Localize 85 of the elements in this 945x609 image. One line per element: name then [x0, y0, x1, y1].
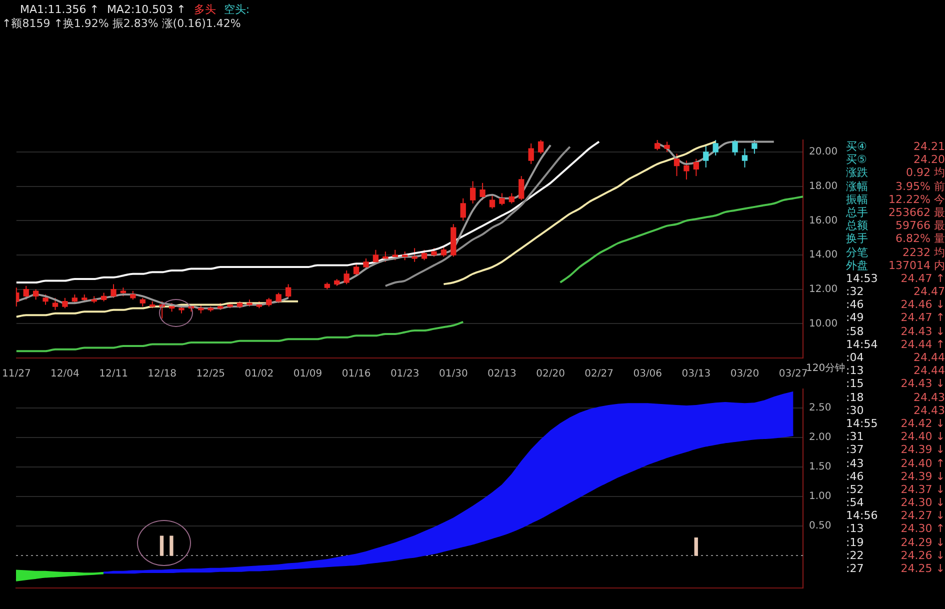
y-tick-label: 2.50 — [809, 402, 832, 414]
candlestick — [489, 194, 496, 210]
text: :58 24.43 ↓ — [846, 324, 945, 338]
text: 振幅 12.22% 今 — [846, 192, 945, 206]
y-tick-label: 2.00 — [809, 432, 832, 444]
text: :15 24.43 ↓ — [846, 377, 945, 390]
text: 总手 253662 最 — [846, 206, 945, 219]
text: 买⑤ 24.20 — [846, 153, 945, 166]
text: 总额 59766 最 — [846, 219, 945, 232]
text: 买④ 24.21 — [846, 140, 945, 153]
text: 14:54 24.44 ↑ — [846, 338, 945, 351]
candlestick — [344, 270, 350, 285]
candlestick — [412, 248, 418, 262]
candlestick — [693, 158, 700, 177]
candlestick — [654, 140, 660, 151]
text: 分笔 2232 均 — [846, 246, 945, 258]
candlestick — [684, 160, 690, 180]
text: :13 24.44 — [846, 364, 945, 378]
text: 14:55 24.42 ↓ — [846, 416, 945, 430]
candlestick — [33, 288, 39, 300]
candlestick — [703, 144, 709, 168]
text: ↑额8159 ↑换1.92% 振2.83% 涨(0.16)1.42% — [2, 17, 241, 30]
line-series — [384, 146, 571, 287]
text: :31 24.40 ↓ — [846, 430, 945, 444]
candlestick — [674, 153, 680, 177]
candlestick — [23, 285, 29, 300]
candlestick — [480, 182, 486, 201]
y-tick-label: 18.00 — [809, 180, 838, 192]
text: 空头: — [224, 3, 250, 16]
text: :32 24.47 — [846, 285, 945, 298]
text: :04 24.44 — [846, 351, 945, 364]
candlestick — [508, 192, 514, 204]
text: :19 24.29 ↓ — [846, 536, 945, 549]
y-tick-label: 0.50 — [809, 520, 832, 532]
text: 14:53 24.47 ↑ — [846, 272, 945, 285]
candlestick — [712, 140, 718, 156]
text: 涨幅 3.95% 前 — [846, 180, 945, 193]
candlestick — [742, 148, 748, 168]
candlestick — [528, 142, 534, 165]
candlestick — [353, 263, 360, 276]
y-tick-label: 1.50 — [809, 462, 832, 473]
candlestick — [470, 180, 476, 204]
text: :54 24.30 ↓ — [846, 496, 945, 510]
candlestick — [285, 284, 292, 298]
candlestick — [52, 297, 58, 310]
candlestick — [440, 246, 447, 258]
text: MA2:10.503 ↑ — [106, 3, 186, 16]
text: :27 24.25 ↓ — [846, 562, 945, 575]
candlestick — [752, 140, 758, 154]
candlestick — [538, 140, 544, 154]
candlestick — [518, 176, 524, 201]
text: 换手 6.82% 量 — [846, 232, 945, 246]
text: :46 24.46 ↓ — [846, 298, 945, 312]
candlestick — [42, 294, 48, 306]
text: 涨跌 0.92 均 — [846, 166, 945, 180]
text: :37 24.39 ↓ — [846, 443, 945, 456]
y-tick-label: 14.00 — [809, 250, 838, 261]
text: :18 24.43 — [846, 390, 945, 404]
candlestick — [421, 249, 428, 261]
text: :30 24.43 — [846, 404, 945, 417]
candlestick — [110, 284, 116, 298]
text: :22 24.26 ↓ — [846, 548, 945, 562]
candlestick — [732, 140, 738, 156]
text: 14:56 24.27 ↓ — [846, 509, 945, 522]
text: 外盘 137014 内 — [846, 258, 945, 272]
text: :13 24.30 ↑ — [846, 522, 945, 536]
text: :43 24.40 ↑ — [846, 456, 945, 470]
candlestick — [460, 198, 466, 222]
text: :52 24.37 ↓ — [846, 482, 945, 496]
text: :49 24.47 ↑ — [846, 311, 945, 324]
candlestick — [382, 251, 388, 262]
text: 120分钟 — [806, 362, 846, 374]
text: :46 24.39 ↓ — [846, 470, 945, 483]
y-tick-label: 10.00 — [809, 318, 838, 330]
y-tick-label: 12.00 — [809, 284, 838, 295]
candlestick — [62, 297, 68, 309]
line-series — [15, 140, 600, 284]
y-tick-label: 16.00 — [809, 215, 838, 226]
candlestick — [499, 192, 505, 206]
y-tick-label: 1.00 — [809, 491, 832, 502]
text: MA1:11.356 ↑ — [20, 3, 99, 16]
candlestick — [276, 292, 282, 304]
y-tick-label: 20.00 — [809, 146, 838, 158]
text: 多头 — [194, 3, 216, 16]
candlestick — [664, 141, 670, 153]
